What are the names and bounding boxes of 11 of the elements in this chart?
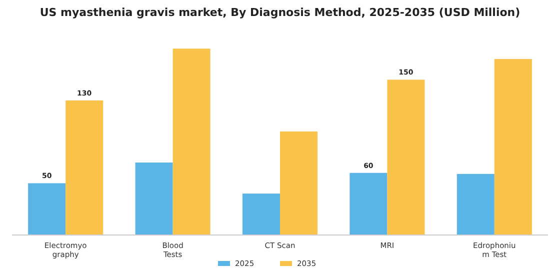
chart-title: US myasthenia gravis market, By Diagnosis Method, 2025-2035 (USD Million) xyxy=(40,6,520,19)
bar xyxy=(172,48,210,235)
bar xyxy=(66,100,104,235)
bar xyxy=(280,131,318,235)
bar xyxy=(242,194,280,235)
bar xyxy=(387,80,425,235)
bar xyxy=(28,183,66,235)
bar xyxy=(135,162,173,235)
bar xyxy=(350,172,388,235)
bar xyxy=(494,58,532,235)
bar xyxy=(456,174,494,235)
